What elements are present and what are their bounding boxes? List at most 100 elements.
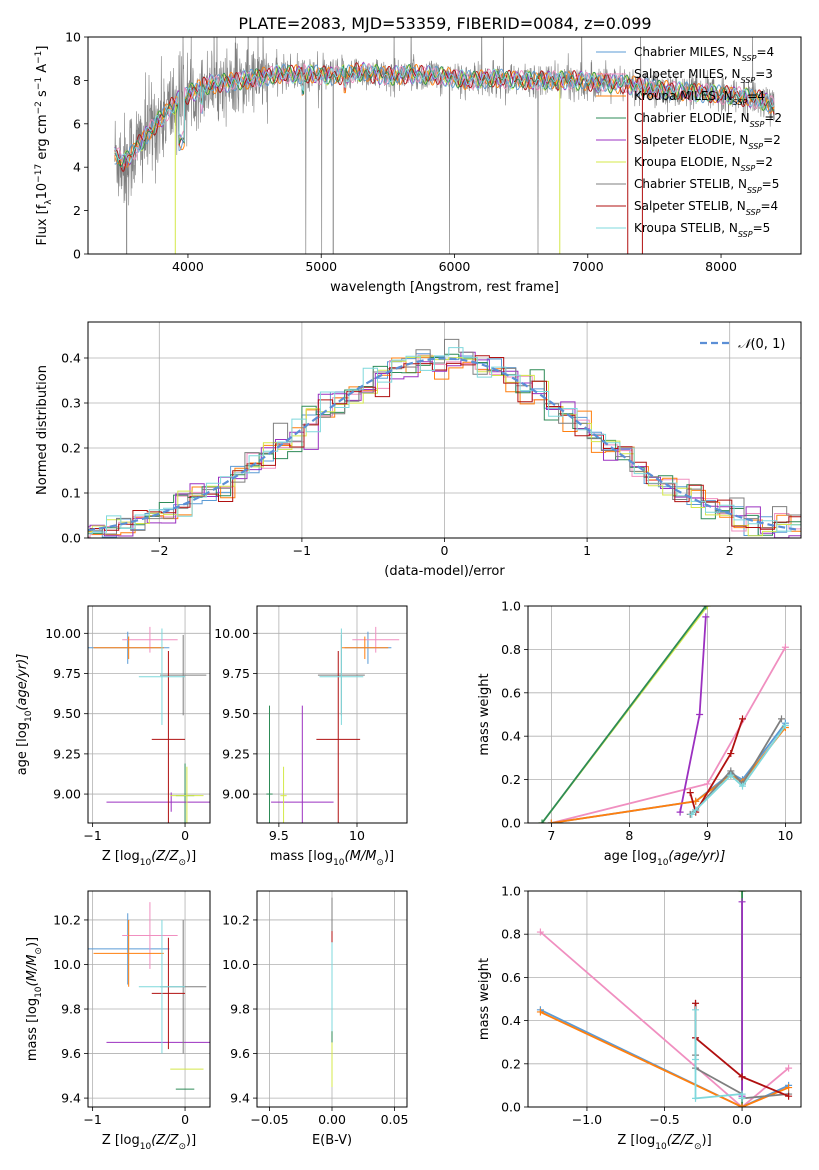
y-tick-label: 10.0 — [53, 957, 81, 972]
weight-marker — [785, 1084, 793, 1092]
weight-marker — [696, 711, 704, 718]
weight-marker — [692, 1055, 700, 1063]
weight-marker — [781, 721, 789, 729]
errorbar-point-salpeter-miles — [122, 902, 178, 969]
legend-entry-label: Kroupa ELODIE, NSSP=2 — [634, 155, 773, 173]
x-tick-label: 1 — [583, 543, 591, 558]
x-tick-label: 0 — [181, 828, 189, 843]
weight-marker — [778, 715, 785, 723]
legend-entry-label: Salpeter STELIB, NSSP=4 — [634, 199, 778, 217]
x-tick-label: 5000 — [305, 259, 337, 274]
errorbar-point-salpeter-stelib — [151, 937, 186, 1050]
y-tick-label: 10.2 — [222, 912, 250, 927]
y-tick-label: 0.6 — [501, 970, 521, 985]
x-tick-label: 8000 — [705, 259, 737, 274]
x-axis-label: Z [log10(Z/Z⊙)] — [102, 1133, 196, 1152]
y-tick-label: 9.4 — [61, 1091, 81, 1106]
x-tick-label: 7000 — [572, 259, 604, 274]
errorbar-point-chabrier-miles — [88, 913, 170, 985]
weight-marker — [738, 1073, 746, 1081]
histogram-salpeter-stelib — [88, 355, 801, 532]
y-tick-label: 10.0 — [222, 957, 250, 972]
errorbar-point-kroupa-miles — [93, 636, 164, 660]
y-tick-label: 0.0 — [501, 1100, 521, 1115]
y-tick-label: 0.1 — [61, 486, 81, 501]
y-tick-label: 9.00 — [53, 787, 81, 802]
weight-marker — [547, 819, 555, 823]
histogram-kroupa-elodie — [88, 355, 801, 537]
legend-entry-label: Salpeter MILES, NSSP=3 — [634, 67, 773, 85]
histogram-salpeter-elodie — [88, 351, 801, 538]
y-tick-label: 9.4 — [230, 1091, 250, 1106]
legend-entry-label: Chabrier ELODIE, NSSP=2 — [634, 111, 782, 129]
x-tick-label: 10 — [349, 828, 365, 843]
figure-title: PLATE=2083, MJD=53359, FIBERID=0084, z=0… — [238, 14, 651, 33]
age-vs-mass-panel: 9.5 10 9.00 9.25 9.50 9.75 10.00 mass [log10(M/… — [214, 605, 408, 868]
x-tick-label: 7 — [547, 828, 555, 843]
weight-series-salpeter-elodie — [738, 898, 746, 1100]
mass-vs-metallicity-panel: −1 0 9.4 9.6 9.8 10.0 10.2 Z [log10(Z/Z⊙)] mass … — [25, 890, 211, 1152]
weight-series-kroupa-miles — [536, 1008, 793, 1107]
y-tick-label: 9.8 — [61, 1002, 81, 1017]
errorbar-point-salpeter-elodie — [271, 705, 334, 823]
x-tick-label: −2 — [150, 543, 168, 558]
y-tick-label: 0.2 — [501, 1056, 521, 1071]
weight-marker — [738, 891, 746, 895]
weight-series-chabrier-elodie — [538, 606, 710, 823]
x-axis-label: age [log10(age/yr)] — [604, 849, 726, 868]
weight-line — [689, 718, 744, 815]
x-tick-label: 0.00 — [318, 1112, 346, 1127]
model-fit-line-kroupa-stelib — [114, 63, 775, 164]
x-tick-label: 0.0 — [732, 1112, 752, 1127]
legend-entry-label: Chabrier STELIB, NSSP=5 — [634, 177, 779, 195]
x-tick-label: 8 — [625, 828, 633, 843]
x-axis-label: mass [log10(M/M⊙)] — [270, 849, 394, 868]
y-tick-label: 0.4 — [501, 1013, 521, 1028]
weight-series-salpeter-miles — [547, 643, 789, 823]
plot-area — [88, 338, 801, 538]
weight-marker — [536, 928, 544, 936]
y-tick-label: 0.0 — [501, 816, 521, 831]
y-tick-label: 0.3 — [61, 396, 81, 411]
x-tick-label: 10 — [777, 828, 793, 843]
y-tick-label: 10 — [65, 30, 81, 45]
errorbar-point-kroupa-miles — [341, 636, 389, 660]
weight-marker — [703, 780, 711, 788]
weight-marker — [738, 1103, 746, 1107]
y-tick-label: 10.00 — [45, 626, 81, 641]
weight-line — [539, 931, 790, 1107]
weight-marker — [686, 789, 694, 797]
model-fit-line-salpeter-stelib — [114, 62, 775, 172]
weight-series-kroupa-stelib — [692, 1006, 746, 1102]
y-tick-label: 4 — [73, 160, 81, 175]
mass-weight-vs-metallicity-panel: −1.0 −0.5 0.0 0.0 0.2 0.4 0.6 0.8 1.0 Z [log10(Z/… — [477, 884, 802, 1152]
errorbar-point-chabrier-elodie — [266, 705, 273, 823]
x-tick-label: −1.0 — [572, 1112, 602, 1127]
legend-entry-label: Chabrier MILES, NSSP=4 — [634, 45, 774, 63]
y-tick-label: 9.00 — [222, 787, 250, 802]
residual-histogram-panel: −2 −1 0 1 2 0.0 0.1 0.2 0.3 0.4 (data-model)/error… — [35, 321, 802, 579]
x-axis-label: Z [log10(Z/Z⊙)] — [617, 1133, 711, 1152]
x-tick-label: −1 — [83, 1112, 101, 1127]
errorbar-point-kroupa-stelib — [138, 919, 186, 1054]
y-tick-label: 0.8 — [501, 642, 521, 657]
y-axis-label: Normed distribution — [35, 365, 50, 495]
errorbar-point-chabrier-stelib — [160, 634, 207, 716]
errorbar-point-salpeter-miles — [352, 626, 400, 653]
errorbar-point-kroupa-miles — [93, 919, 164, 987]
plot-area — [538, 606, 789, 823]
plot-area — [266, 626, 400, 823]
normal-curve — [88, 357, 799, 532]
y-tick-label: 0.2 — [61, 441, 81, 456]
y-tick-label: 1.0 — [501, 599, 521, 614]
weight-line — [540, 1008, 789, 1107]
y-tick-label: 9.25 — [53, 746, 81, 761]
histogram-chabrier-stelib — [88, 338, 801, 537]
weight-marker — [738, 898, 746, 906]
weight-series-salpeter-elodie — [676, 613, 710, 816]
weight-marker — [781, 643, 789, 651]
plot-area — [536, 891, 793, 1107]
mass-weight-vs-age-panel: 7 8 9 10 0.0 0.2 0.4 0.6 0.8 1.0 age [log10(age/yr… — [477, 599, 802, 868]
spectrum-panel: 4000 5000 6000 7000 8000 0 2 4 6 8 10 wavelength [A… — [34, 30, 802, 295]
weight-marker — [692, 806, 700, 814]
